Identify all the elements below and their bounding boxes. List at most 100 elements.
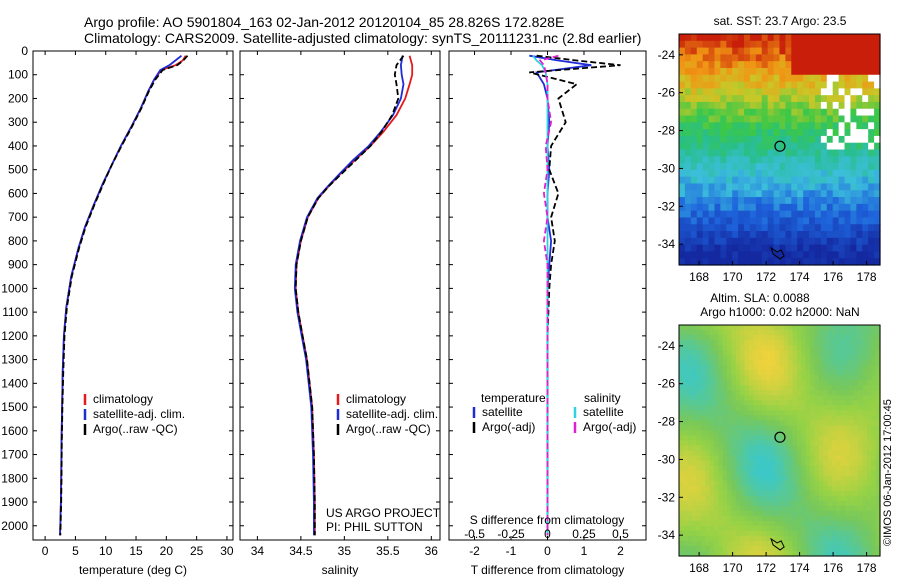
legend-label: satellite-adj. clim. — [93, 407, 185, 421]
y-tick-label: 1400 — [1, 376, 28, 390]
top-axis-label: S difference from climatology — [470, 513, 625, 527]
series-line-argo-raw-qc- — [294, 55, 405, 536]
x-tick-label: 35 — [338, 544, 352, 558]
y-tick-label: 900 — [8, 258, 28, 272]
legend-label: Argo(..raw -QC) — [93, 422, 178, 436]
legend-label: climatology — [93, 392, 153, 406]
series-line-salinity-satellite — [532, 55, 549, 536]
legend-label: Argo(..raw -QC) — [346, 422, 431, 436]
map-x-tick-label: 174 — [790, 270, 810, 284]
argo-position-marker — [774, 431, 786, 443]
annotation-line1: US ARGO PROJECT — [326, 506, 441, 520]
y-tick-label: 300 — [8, 115, 28, 129]
map-y-tick-label: -24 — [658, 48, 676, 62]
y-tick-label: 1200 — [1, 329, 28, 343]
y-tick-label: 1100 — [2, 305, 28, 319]
map-x-tick-label: 178 — [857, 270, 877, 284]
map-y-tick-label: -28 — [658, 124, 676, 138]
y-tick-label: 1800 — [1, 471, 28, 485]
map-y-tick-label: -28 — [658, 415, 676, 429]
annotation-line2: PI: PHIL SUTTON — [326, 520, 423, 534]
x-axis-label: temperature (deg C) — [79, 563, 187, 577]
x-tick-label: 15 — [129, 544, 143, 558]
map-field — [679, 325, 881, 557]
top-tick-label: 0.25 — [572, 527, 596, 541]
x-tick-label: 20 — [160, 544, 174, 558]
y-tick-label: 1700 — [1, 448, 28, 462]
legend-title-temperature: temperature — [481, 391, 546, 405]
y-tick-label: 1600 — [1, 424, 28, 438]
map-y-tick-label: -24 — [658, 339, 676, 353]
profile-panel-difference: -2 -1 0 1 2 T difference from climatology S di… — [448, 50, 647, 577]
map-panel-sla_map: 168 170 172 174 176 178 -24 -26 -28 -30 -32 -34 Alti… — [658, 291, 881, 575]
map-title-line2: Argo h1000: 0.02 h2000: NaN — [700, 305, 859, 319]
plot-frame — [32, 50, 234, 541]
series-line-argo-raw-qc- — [59, 55, 189, 536]
legend-label: satellite-adj. clim. — [346, 407, 438, 421]
series-line-salinity-argo-adj- — [538, 54, 559, 536]
y-tick-label: 500 — [8, 163, 28, 177]
map-y-tick-label: -32 — [658, 490, 676, 504]
map-title-line1: Altim. SLA: 0.0088 — [710, 291, 810, 305]
map-y-tick-label: -26 — [658, 377, 676, 391]
x-tick-label: 1 — [581, 544, 588, 558]
map-y-tick-label: -34 — [658, 528, 676, 542]
coastline — [770, 246, 785, 260]
plot-frame — [239, 50, 441, 541]
x-tick-label: 10 — [99, 544, 113, 558]
map-x-tick-label: 178 — [857, 561, 877, 575]
x-tick-label: 0 — [42, 544, 49, 558]
top-tick-label: 0.5 — [612, 527, 629, 541]
map-x-tick-label: 172 — [756, 561, 776, 575]
y-tick-label: 1500 — [1, 400, 28, 414]
y-tick-label: 2000 — [1, 519, 28, 533]
legend-label: satellite — [583, 405, 624, 419]
x-tick-label: 5 — [72, 544, 79, 558]
map-frame — [678, 33, 881, 266]
profile-panel-temperature: 0 5 10 15 20 25 30 temperature (deg C) 0 100 200 30… — [1, 44, 234, 577]
x-tick-label: 2 — [617, 544, 624, 558]
map-x-tick-label: 168 — [689, 561, 709, 575]
x-tick-label: 34 — [251, 544, 265, 558]
y-tick-label: 400 — [8, 139, 28, 153]
y-tick-label: 1900 — [1, 495, 28, 509]
map-x-tick-label: 176 — [823, 561, 843, 575]
y-tick-label: 200 — [8, 91, 28, 105]
map-y-tick-label: -32 — [658, 199, 676, 213]
title-line1: Argo profile: AO 5901804_163 02-Jan-2012… — [84, 14, 564, 30]
profile-panel-salinity: 34 34.5 35 35.5 36 salinity climatologysatelli… — [239, 50, 441, 577]
map-x-tick-label: 176 — [823, 270, 843, 284]
map-y-tick-label: -30 — [658, 161, 676, 175]
x-tick-label: 25 — [190, 544, 204, 558]
y-tick-label: 100 — [8, 68, 28, 82]
y-tick-label: 1300 — [1, 353, 28, 367]
legend-label: satellite — [482, 405, 523, 419]
y-tick-label: 700 — [8, 210, 28, 224]
x-axis-label: salinity — [322, 563, 359, 577]
x-tick-label: 36 — [425, 544, 439, 558]
x-tick-label: 30 — [220, 544, 234, 558]
title-line2: Climatology: CARS2009. Satellite-adjuste… — [84, 30, 641, 46]
map-x-tick-label: 170 — [723, 561, 743, 575]
imos-side-note: ©IMOS 06-Jan-2012 17:00:45 — [882, 399, 894, 546]
y-tick-label: 800 — [8, 234, 28, 248]
map-title: sat. SST: 23.7 Argo: 23.5 — [714, 14, 847, 28]
map-x-tick-label: 170 — [723, 270, 743, 284]
argo-position-marker — [774, 140, 786, 152]
map-y-tick-label: -26 — [658, 86, 676, 100]
map-y-tick-label: -30 — [658, 452, 676, 466]
top-tick-label: -0.5 — [464, 527, 485, 541]
legend-label: Argo(-adj) — [482, 420, 535, 434]
x-tick-label: 35.5 — [376, 544, 400, 558]
coastline — [770, 537, 785, 551]
map-field — [679, 34, 881, 266]
y-tick-label: 0 — [21, 44, 28, 58]
top-tick-label: -0.25 — [497, 527, 525, 541]
map-x-tick-label: 174 — [790, 561, 810, 575]
y-tick-label: 600 — [8, 186, 28, 200]
map-frame — [678, 324, 881, 557]
top-tick-label: 0 — [544, 527, 551, 541]
legend-label: Argo(-adj) — [583, 420, 636, 434]
x-tick-label: -2 — [469, 544, 480, 558]
